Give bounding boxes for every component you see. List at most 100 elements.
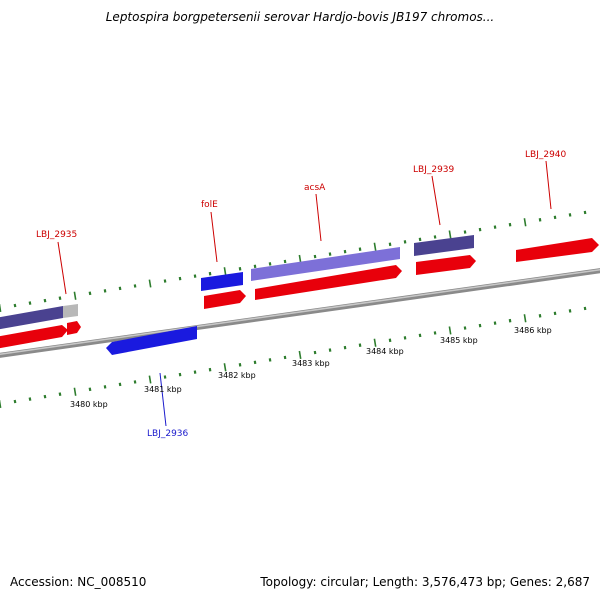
forward-tick [253, 264, 257, 269]
cds-lbj-2935b-arrow[interactable] [67, 321, 81, 335]
gene-label-acsa[interactable]: acsA [304, 183, 326, 193]
forward-tick [88, 291, 92, 296]
reverse-tick [193, 370, 197, 374]
forward-tick [238, 267, 242, 271]
kbp-label-3483: 3483 kbp [292, 359, 330, 368]
label-leader-line [159, 372, 167, 427]
reverse-tick [223, 363, 227, 372]
forward-tick [58, 296, 62, 301]
forward-tick [148, 279, 152, 288]
forward-tick [178, 276, 182, 281]
gene-label-fole[interactable]: folE [201, 200, 218, 210]
forward-tick [508, 222, 512, 227]
forward-tick [118, 286, 122, 291]
reverse-tick [433, 331, 437, 335]
reverse-tick [403, 336, 407, 340]
forward-tick [0, 303, 2, 312]
gene-label-group: LBJ_2935 folE acsA LBJ_2939 LBJ_2940 LBJ… [36, 150, 567, 439]
reverse-tick [0, 399, 2, 408]
label-leaders [57, 160, 552, 427]
forward-tick [523, 218, 527, 227]
reverse-tick [568, 309, 572, 313]
reverse-tick [448, 326, 452, 335]
reverse-tick [358, 343, 362, 347]
forward-tick [13, 303, 17, 308]
reverse-tick [13, 399, 17, 404]
cds-lbj-2939-arrow[interactable] [416, 255, 476, 275]
forward-tick [433, 235, 437, 239]
reverse-tick [253, 360, 257, 365]
gene-lbj-2935-feature[interactable] [0, 306, 63, 330]
forward-tick [583, 210, 587, 215]
forward-tick-track [0, 210, 587, 312]
reverse-tick [73, 387, 77, 396]
cds-lbj-2935-arrow[interactable] [0, 325, 68, 349]
kbp-label-3482: 3482 kbp [218, 371, 256, 380]
gene-acsa-feature[interactable] [251, 247, 400, 281]
cds-fole-arrow[interactable] [204, 290, 246, 309]
reverse-tick [43, 394, 47, 399]
kbp-label-3486: 3486 kbp [514, 326, 552, 335]
reverse-tick [133, 380, 137, 384]
reverse-tick [328, 348, 332, 352]
reverse-tick [163, 375, 167, 379]
gene-label-lbj-2940[interactable]: LBJ_2940 [525, 150, 567, 160]
forward-tick [268, 262, 272, 266]
reverse-tick-track [0, 306, 587, 408]
forward-tick [223, 267, 227, 276]
reverse-tick [298, 350, 302, 360]
forward-tick [73, 291, 77, 300]
label-leader-line [545, 160, 552, 210]
cds-lbj-2936-arrow[interactable] [106, 326, 197, 355]
reverse-tick [268, 358, 272, 362]
forward-tick [133, 284, 137, 288]
forward-tick [478, 227, 482, 232]
forward-tick [208, 271, 212, 276]
reverse-tick [508, 318, 512, 323]
reverse-tick [343, 345, 347, 350]
reverse-tick [388, 338, 392, 343]
gene-label-lbj-2935[interactable]: LBJ_2935 [36, 230, 77, 240]
label-leader-line [431, 175, 441, 226]
forward-tick [193, 274, 197, 278]
reverse-tick [313, 350, 317, 355]
gene-fole-feature[interactable] [201, 272, 243, 291]
forward-gene-band [0, 235, 474, 330]
gene-label-lbj-2936[interactable]: LBJ_2936 [147, 429, 189, 439]
forward-tick [163, 279, 167, 283]
genome-backbone [0, 268, 600, 358]
forward-tick [28, 301, 32, 305]
reverse-tick [283, 355, 287, 360]
reverse-tick [418, 333, 422, 338]
forward-tick [448, 230, 452, 239]
forward-tick [328, 252, 332, 256]
forward-tick [538, 218, 542, 222]
forward-tick [313, 254, 317, 259]
kbp-label-3485: 3485 kbp [440, 336, 478, 345]
gene-label-lbj-2939[interactable]: LBJ_2939 [413, 165, 455, 175]
forward-tick [418, 237, 422, 242]
reverse-tick [103, 385, 107, 389]
forward-tick [283, 259, 287, 264]
reverse-tick [28, 397, 32, 401]
reverse-tick [58, 392, 62, 397]
forward-tick [358, 247, 362, 251]
reverse-tick [523, 314, 527, 323]
kbp-label-3480: 3480 kbp [70, 400, 108, 409]
forward-tick [43, 298, 47, 303]
reverse-tick [493, 321, 497, 325]
gene-lbj-2935-tail[interactable] [63, 304, 78, 318]
reverse-tick [538, 314, 542, 318]
forward-tick [343, 249, 347, 254]
forward-tick [493, 225, 497, 229]
forward-cds-band [0, 238, 599, 349]
kbp-label-3484: 3484 kbp [366, 347, 404, 356]
gene-lbj-2939-feature[interactable] [414, 235, 474, 256]
reverse-tick [553, 311, 557, 316]
cds-acsa-arrow[interactable] [255, 265, 402, 300]
forward-tick [568, 213, 572, 217]
reverse-tick [238, 363, 242, 367]
label-leader-line [315, 193, 322, 242]
reverse-tick [583, 306, 587, 311]
cds-lbj-2940-arrow[interactable] [516, 238, 599, 262]
